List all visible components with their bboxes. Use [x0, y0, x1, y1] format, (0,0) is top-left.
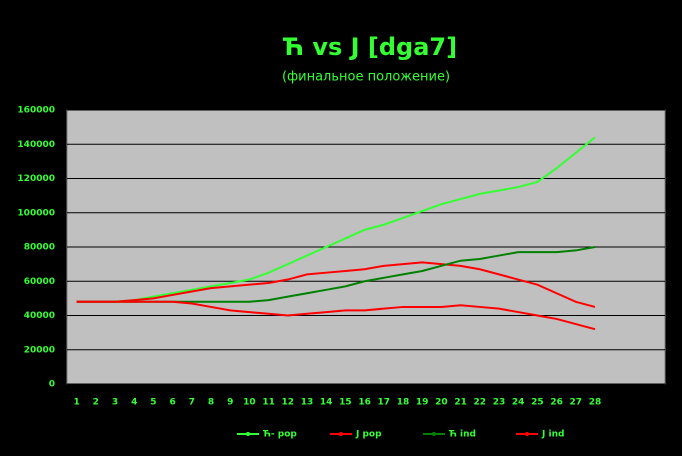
- y-tick-label: 80000: [24, 243, 55, 253]
- legend-label: Ј ind: [541, 430, 564, 440]
- x-tick-label: 15: [339, 398, 352, 408]
- y-tick-label: 140000: [17, 140, 55, 150]
- y-tick-label: 40000: [24, 311, 55, 321]
- x-tick-label: 14: [320, 398, 333, 408]
- x-tick-label: 7: [189, 398, 195, 408]
- y-tick-label: 0: [49, 380, 55, 390]
- chart-subtitle: (финальное положение): [282, 70, 450, 85]
- legend-marker: [525, 432, 529, 436]
- x-tick-label: 25: [531, 398, 544, 408]
- y-tick-label: 20000: [24, 345, 55, 355]
- x-tick-label: 2: [93, 398, 99, 408]
- x-tick-label: 5: [150, 398, 156, 408]
- legend-label: Ј pop: [355, 430, 382, 440]
- x-tick-label: 4: [131, 398, 137, 408]
- x-tick-label: 22: [474, 398, 487, 408]
- x-tick-label: 11: [262, 398, 275, 408]
- x-tick-label: 8: [208, 398, 214, 408]
- y-tick-label: 160000: [17, 106, 55, 116]
- x-tick-label: 27: [570, 398, 583, 408]
- series-line: [76, 261, 596, 308]
- x-tick-label: 28: [589, 398, 602, 408]
- y-tick-label: 100000: [17, 208, 55, 218]
- x-tick-label: 16: [358, 398, 371, 408]
- y-tick-label: 60000: [24, 277, 55, 287]
- y-tick-label: 120000: [17, 174, 55, 184]
- legend-label: Ћ ind: [449, 430, 476, 440]
- x-tick-label: 10: [243, 398, 256, 408]
- x-tick-label: 20: [435, 398, 448, 408]
- x-tick-label: 1: [73, 398, 79, 408]
- legend-label: Ћ- pop: [263, 430, 297, 440]
- x-tick-label: 17: [378, 398, 391, 408]
- x-tick-label: 19: [416, 398, 429, 408]
- x-tick-label: 23: [493, 398, 506, 408]
- x-tick-label: 26: [550, 398, 563, 408]
- x-tick-label: 21: [454, 398, 467, 408]
- legend-marker: [432, 432, 436, 436]
- x-tick-label: 3: [112, 398, 118, 408]
- chart-title: Ћ vs Ј [dga7]: [283, 33, 457, 61]
- x-tick-label: 6: [169, 398, 175, 408]
- series-line: [76, 136, 596, 303]
- x-tick-label: 9: [227, 398, 233, 408]
- x-tick-label: 24: [512, 398, 525, 408]
- series-line: [76, 300, 596, 331]
- x-tick-label: 12: [282, 398, 295, 408]
- legend-marker: [246, 432, 250, 436]
- legend-marker: [339, 432, 343, 436]
- x-tick-label: 18: [397, 398, 410, 408]
- x-tick-label: 13: [301, 398, 314, 408]
